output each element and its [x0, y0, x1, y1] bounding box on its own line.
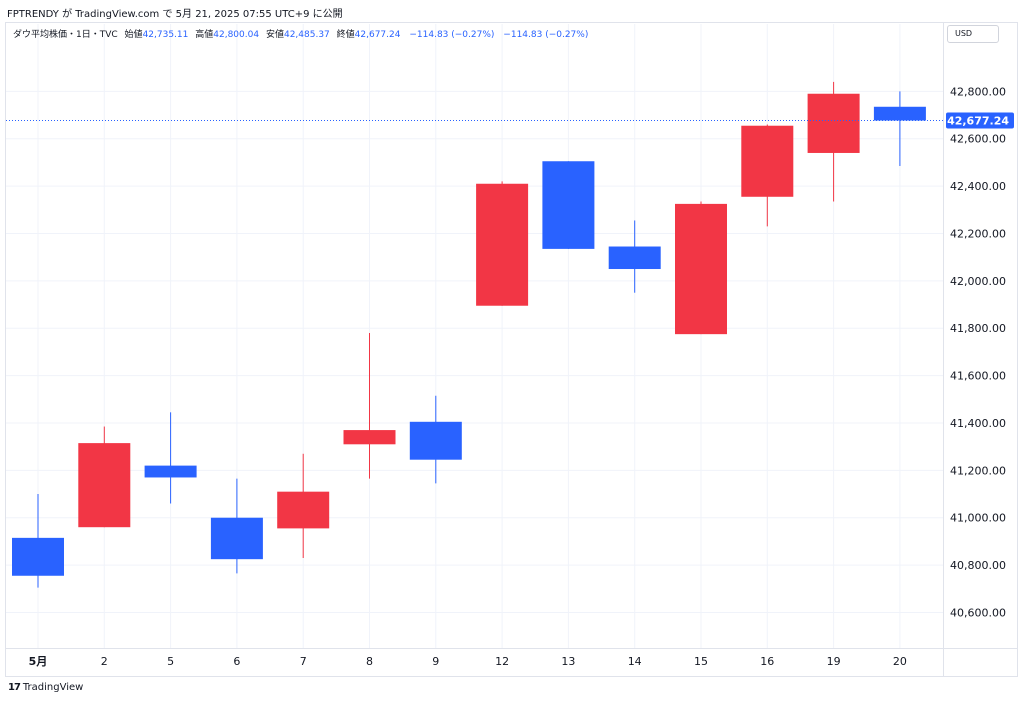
tradingview-logo[interactable]: 17 TradingView — [8, 682, 83, 693]
currency-button[interactable]: USD — [947, 25, 999, 43]
last-price-tag — [946, 112, 1014, 129]
x-tick-label: 16 — [760, 655, 774, 668]
x-tick-label: 15 — [694, 655, 708, 668]
candle-body[interactable] — [807, 93, 860, 153]
candle-body[interactable] — [144, 465, 197, 478]
y-tick-label: 42,400.00 — [950, 180, 1006, 193]
y-tick-label: 42,000.00 — [950, 275, 1006, 288]
chart-legend: ダウ平均株価・1日・TVC 始値42,735.11 高値42,800.04 安値… — [13, 27, 588, 40]
legend-high-label: 高値 — [195, 30, 214, 40]
chart-frame — [5, 22, 1018, 677]
tradingview-logo-icon: 17 — [8, 682, 21, 693]
y-tick-label: 42,600.00 — [950, 133, 1006, 146]
candle-body[interactable] — [675, 203, 727, 335]
candle-body[interactable] — [476, 183, 529, 306]
x-tick-label: 13 — [561, 655, 575, 668]
legend-change: −114.83 (−0.27%) — [409, 30, 495, 40]
y-tick-label: 41,600.00 — [950, 370, 1006, 383]
x-tick-label: 20 — [893, 655, 907, 668]
candle-body[interactable] — [12, 537, 64, 576]
x-tick-label: 7 — [300, 655, 307, 668]
legend-open-value: 42,735.11 — [142, 30, 189, 40]
candle-body[interactable] — [741, 125, 794, 197]
candle-body[interactable] — [608, 246, 661, 270]
x-tick-label: 19 — [827, 655, 841, 668]
y-tick-label: 42,200.00 — [950, 227, 1006, 240]
legend-low-label: 安値 — [265, 30, 284, 40]
y-tick-label: 41,400.00 — [950, 417, 1006, 430]
x-tick-label: 12 — [495, 655, 509, 668]
legend-open-label: 始値 — [124, 30, 143, 40]
candle-body[interactable] — [277, 491, 330, 529]
x-tick-label: 6 — [233, 655, 240, 668]
y-tick-label: 42,800.00 — [950, 85, 1006, 98]
legend-close-value: 42,677.24 — [354, 30, 401, 40]
y-tick-label: 40,600.00 — [950, 606, 1006, 619]
x-tick-label: 9 — [432, 655, 439, 668]
last-price-label: 42,677.24 — [947, 114, 1009, 127]
y-tick-label: 40,800.00 — [950, 559, 1006, 572]
x-tick-label: 8 — [366, 655, 373, 668]
x-tick-label: 2 — [101, 655, 108, 668]
publish-info: FPTRENDY が TradingView.com で 5月 21, 2025… — [7, 9, 343, 20]
legend-symbol[interactable]: ダウ平均株価・1日・TVC — [13, 30, 118, 40]
legend-change-repeat: −114.83 (−0.27%) — [503, 30, 589, 40]
x-tick-label: 5月 — [29, 655, 48, 668]
candle-body[interactable] — [343, 430, 396, 445]
candle-body[interactable] — [873, 106, 926, 121]
x-tick-label: 14 — [628, 655, 642, 668]
candle-body[interactable] — [409, 421, 462, 460]
x-tick-label: 5 — [167, 655, 174, 668]
legend-low-value: 42,485.37 — [283, 30, 330, 40]
y-tick-label: 41,200.00 — [950, 464, 1006, 477]
candle-body[interactable] — [78, 443, 131, 528]
y-tick-label: 41,800.00 — [950, 322, 1006, 335]
legend-high-value: 42,800.04 — [213, 30, 260, 40]
legend-close-label: 終値 — [336, 30, 355, 40]
candle-body[interactable] — [210, 517, 263, 560]
tradingview-logo-text: TradingView — [22, 682, 84, 693]
candle-body[interactable] — [542, 161, 595, 249]
y-tick-label: 41,000.00 — [950, 512, 1006, 525]
